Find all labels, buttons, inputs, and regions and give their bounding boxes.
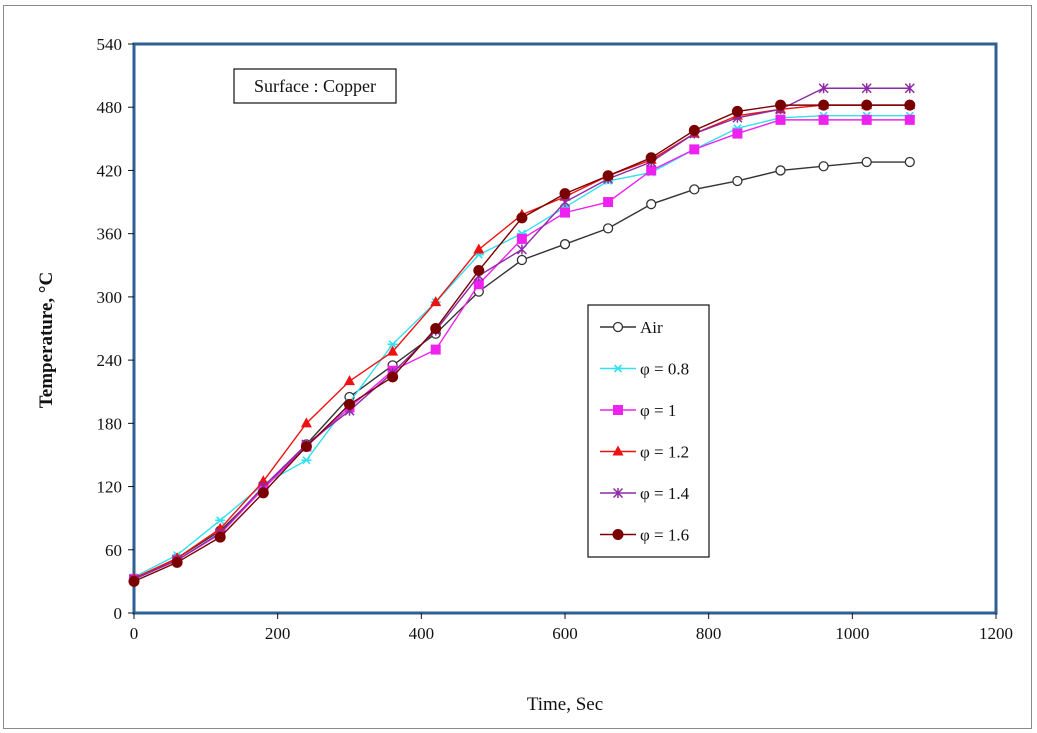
y-tick-label: 360: [97, 225, 123, 244]
data-point: [516, 254, 528, 266]
y-tick-label: 300: [97, 288, 123, 307]
x-axis-title: Time, Sec: [527, 694, 603, 715]
legend-label: φ = 1.6: [640, 526, 689, 545]
legend-label: φ = 1.4: [640, 484, 690, 503]
data-point: [473, 279, 484, 290]
data-point: [861, 83, 872, 94]
data-point: [128, 575, 140, 587]
data-point: [646, 199, 657, 210]
x-tick-label: 1200: [979, 624, 1013, 643]
data-point: [861, 99, 873, 111]
data-point: [516, 212, 528, 224]
data-point: [215, 516, 226, 525]
data-point: [387, 371, 399, 383]
data-point: [473, 265, 485, 277]
legend-entry: φ = 0.8: [600, 360, 689, 379]
data-point: [430, 296, 442, 307]
data-point: [516, 244, 527, 255]
data-point: [731, 105, 743, 117]
legend-entry: Air: [600, 318, 663, 337]
legend-marker: [612, 321, 624, 333]
data-point: [904, 99, 916, 111]
x-tick-label: 200: [265, 624, 291, 643]
legend-label: φ = 1: [640, 401, 676, 420]
data-point: [387, 345, 399, 356]
data-point: [430, 344, 441, 355]
data-point: [818, 161, 829, 172]
data-point: [688, 124, 700, 136]
legend-entry: φ = 1.4: [600, 484, 690, 503]
data-point: [861, 114, 872, 125]
legend-marker: [613, 364, 623, 373]
legend-marker: [612, 445, 624, 456]
data-point: [732, 128, 743, 139]
data-point: [602, 170, 614, 182]
annotation-text: Surface : Copper: [254, 76, 376, 96]
x-tick-label: 0: [130, 624, 139, 643]
x-tick-label: 1000: [835, 624, 869, 643]
y-tick-label: 180: [97, 414, 123, 433]
y-tick-label: 120: [97, 478, 123, 497]
legend: Air φ = 0.8 φ = 1 φ = 1.2 φ = 1.4 φ = 1.6: [587, 304, 710, 558]
legend-entry: φ = 1.2: [600, 443, 689, 462]
data-point: [171, 556, 183, 568]
x-tick-label: 800: [696, 624, 722, 643]
data-point: [430, 323, 442, 334]
data-point: [645, 152, 657, 164]
legend-marker: [612, 487, 624, 499]
data-point: [516, 233, 527, 244]
data-point: [732, 175, 743, 187]
series-layer: [128, 83, 916, 587]
legend-marker: [613, 405, 623, 415]
y-tick-label: 480: [97, 98, 123, 117]
y-tick-label: 420: [97, 161, 123, 180]
legend-entry: φ = 1: [600, 401, 676, 420]
data-point: [300, 417, 312, 428]
legend-box: [587, 304, 710, 558]
data-point: [387, 340, 398, 349]
data-point: [904, 114, 915, 125]
series-6: [128, 99, 916, 587]
data-point: [214, 531, 226, 543]
data-point: [559, 188, 571, 200]
data-point: [818, 99, 830, 111]
data-point: [602, 223, 614, 234]
data-point: [818, 83, 829, 94]
data-point: [473, 243, 485, 254]
data-point: [559, 239, 571, 250]
data-point: [300, 441, 312, 453]
data-point: [775, 99, 786, 111]
data-point: [818, 114, 829, 125]
data-point: [689, 144, 700, 155]
legend-label: φ = 0.8: [640, 360, 689, 379]
legend-entry: φ = 1.6: [600, 526, 689, 545]
legend-marker: [612, 529, 624, 540]
legend-label: Air: [640, 318, 663, 337]
data-point: [344, 398, 355, 410]
surface-annotation: Surface : Copper: [233, 68, 397, 104]
data-point: [775, 114, 786, 125]
data-point: [560, 207, 570, 218]
axes: 0 200 400 600 800 1000 1200 0 60 120 180 240 300 360 4…: [97, 35, 1014, 643]
y-tick-label: 60: [105, 541, 122, 560]
data-point: [344, 375, 355, 386]
y-tick-label: 240: [97, 351, 123, 370]
legend-label: φ = 1.2: [640, 443, 689, 462]
data-point: [603, 197, 614, 208]
x-tick-label: 400: [409, 624, 435, 643]
data-point: [646, 165, 657, 176]
data-point: [775, 165, 786, 176]
data-point: [904, 83, 915, 94]
data-point: [861, 156, 872, 168]
data-point: [689, 184, 700, 195]
y-tick-label: 0: [114, 604, 123, 623]
y-axis-title: Temperature, °C: [36, 272, 57, 408]
data-point: [257, 487, 269, 499]
y-tick-label: 540: [97, 35, 123, 54]
data-point: [301, 456, 312, 465]
plot-area: [132, 42, 998, 615]
data-point: [904, 156, 915, 168]
x-tick-label: 600: [552, 624, 578, 643]
